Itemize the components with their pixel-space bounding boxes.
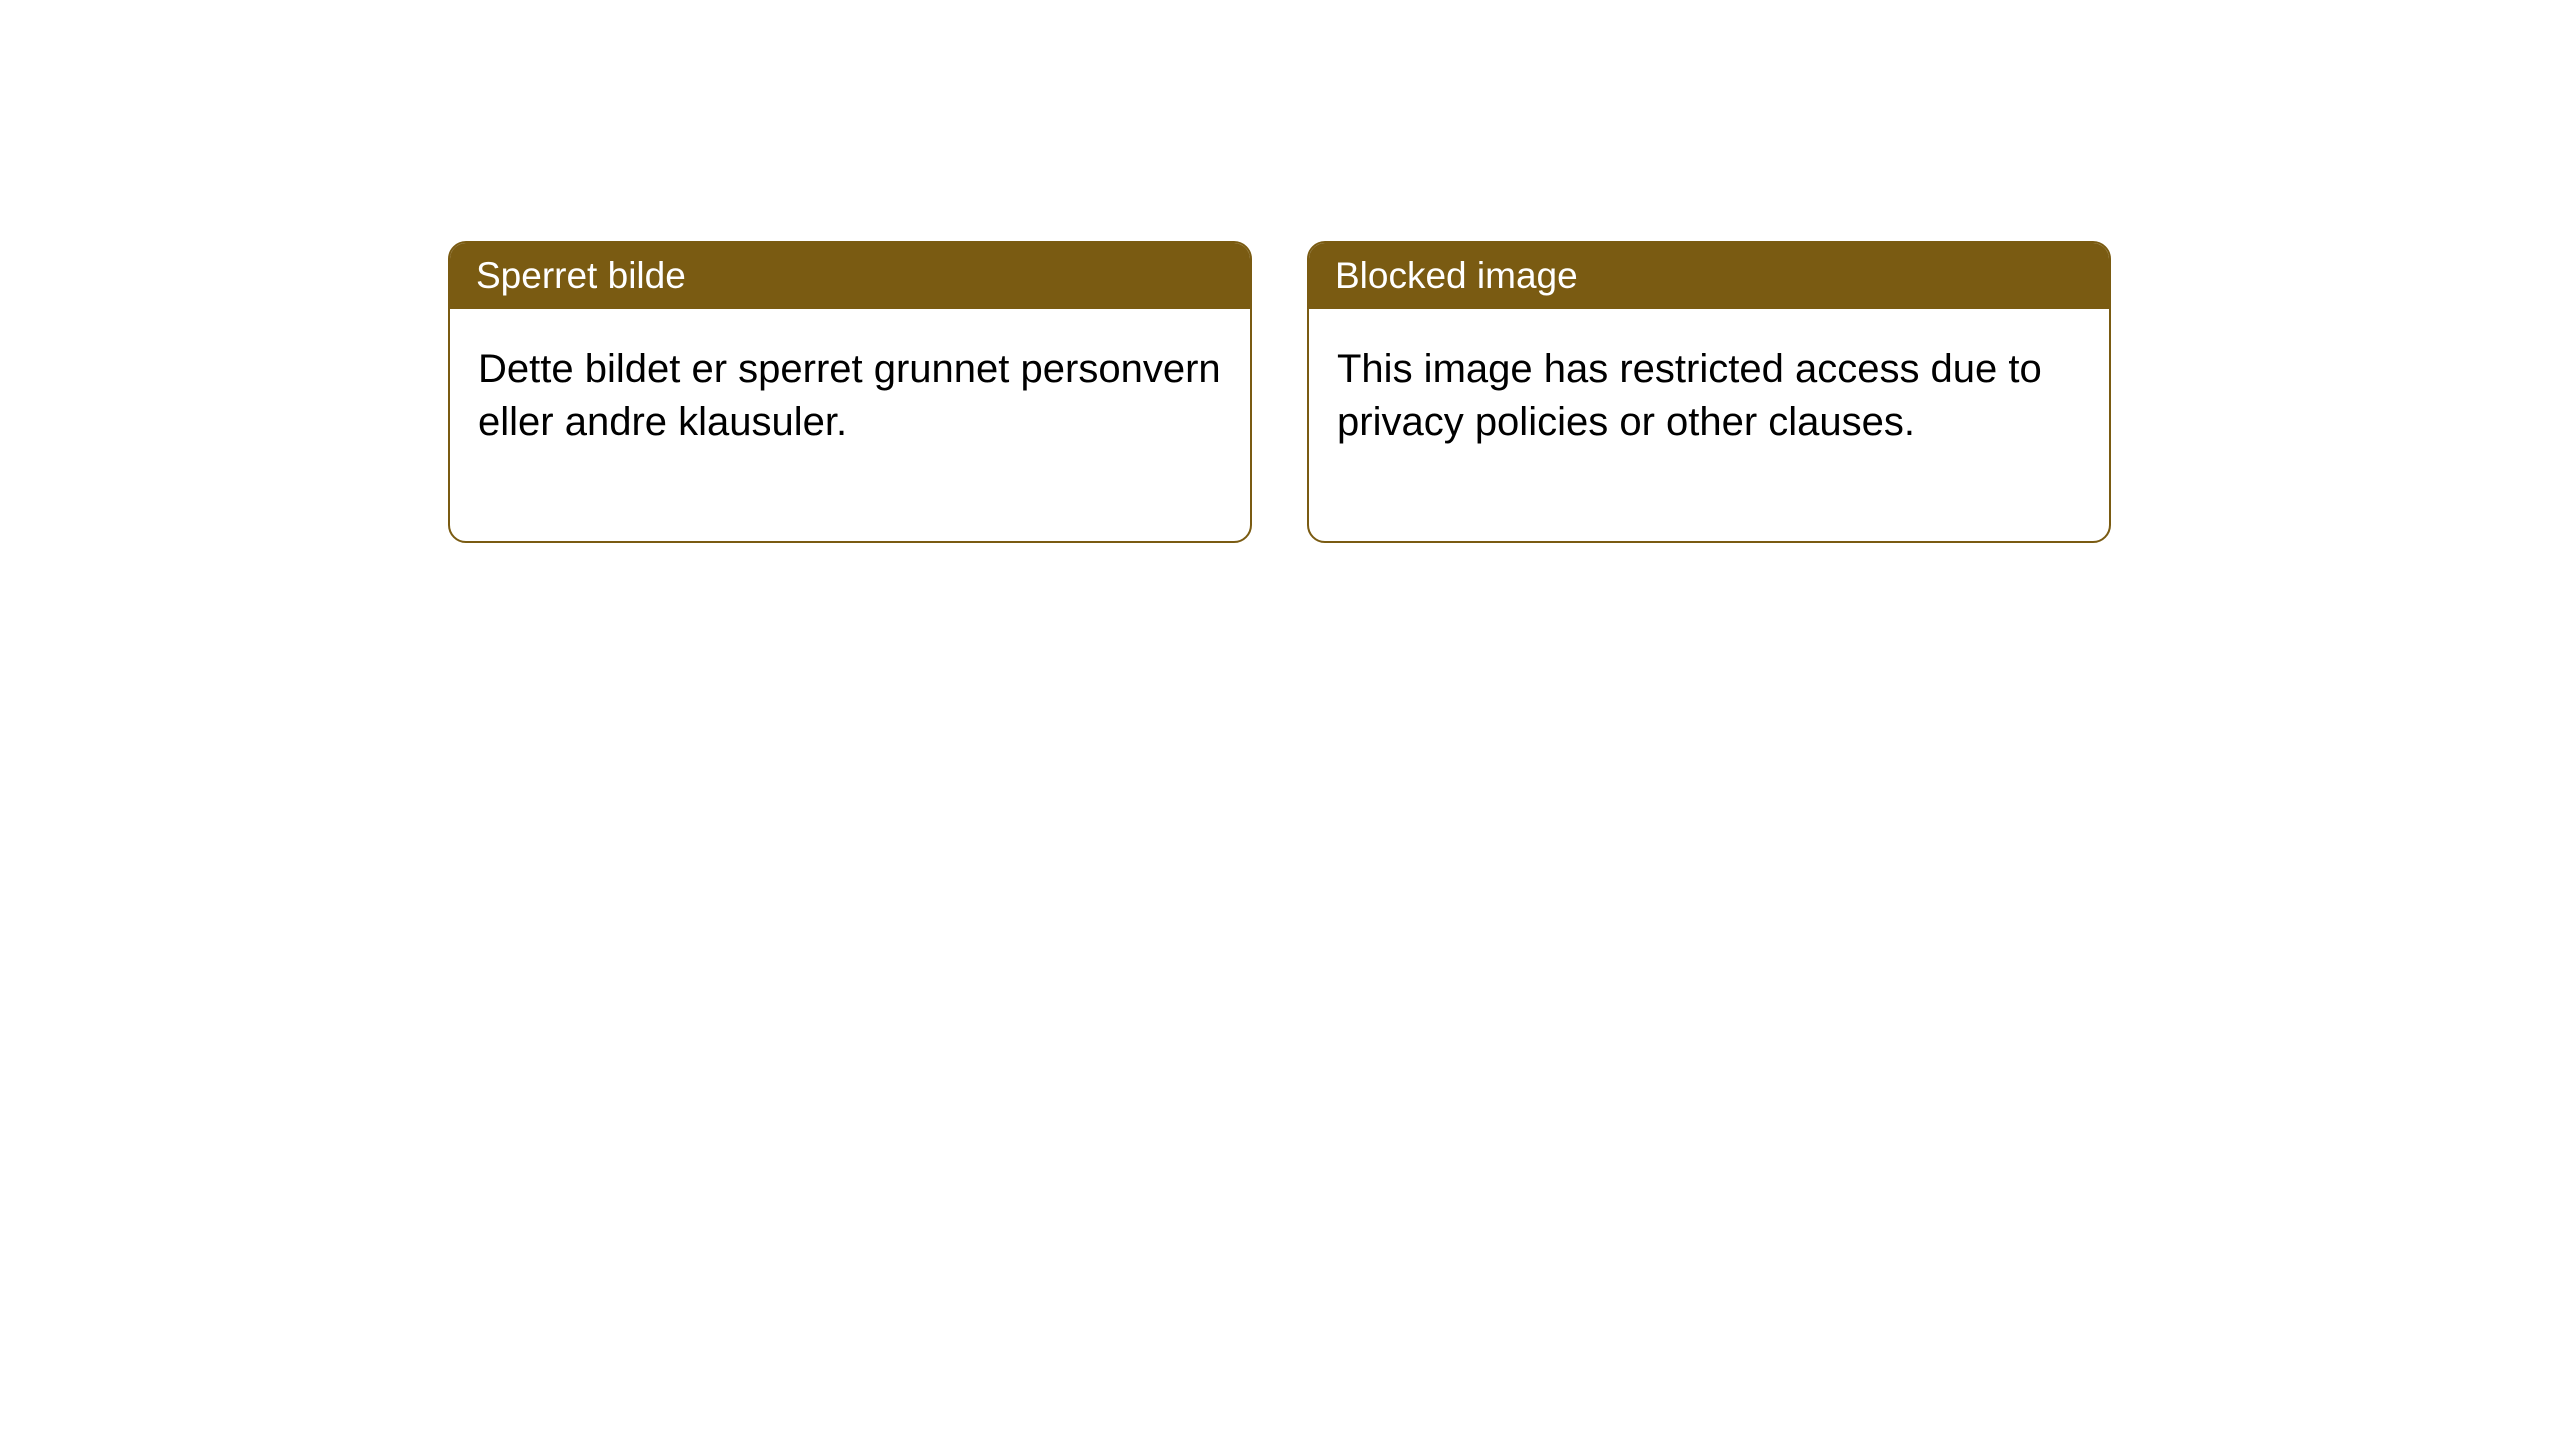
card-title: Blocked image (1335, 255, 1578, 296)
card-body: Dette bildet er sperret grunnet personve… (450, 309, 1250, 541)
card-body-text: Dette bildet er sperret grunnet personve… (478, 347, 1221, 444)
notice-card-english: Blocked image This image has restricted … (1307, 241, 2111, 543)
card-header: Sperret bilde (450, 243, 1250, 309)
notice-card-norwegian: Sperret bilde Dette bildet er sperret gr… (448, 241, 1252, 543)
card-title: Sperret bilde (476, 255, 686, 296)
card-body: This image has restricted access due to … (1309, 309, 2109, 541)
card-header: Blocked image (1309, 243, 2109, 309)
notice-container: Sperret bilde Dette bildet er sperret gr… (0, 0, 2560, 543)
card-body-text: This image has restricted access due to … (1337, 347, 2042, 444)
